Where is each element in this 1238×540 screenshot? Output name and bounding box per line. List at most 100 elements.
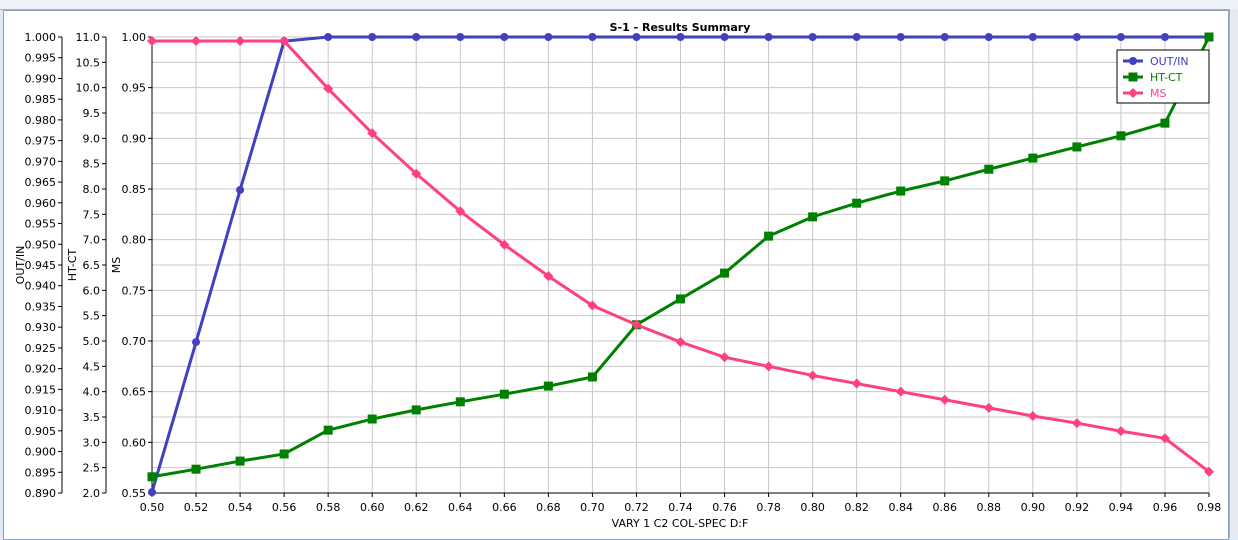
data-point (764, 231, 774, 241)
y-tick-label: 11.0 (76, 31, 101, 44)
data-point (1204, 466, 1214, 477)
data-point (896, 33, 905, 41)
data-point (279, 449, 289, 459)
y-tick-label: 0.55 (122, 487, 147, 500)
x-tick-label: 0.86 (933, 501, 958, 514)
data-point (852, 198, 862, 208)
x-tick-label: 0.54 (228, 501, 253, 514)
y-tick-label: 4.0 (83, 386, 101, 399)
y-axis-title: OUT/IN (14, 246, 27, 285)
data-point (676, 33, 685, 41)
y-tick-label: 9.0 (83, 132, 101, 145)
x-tick-label: 0.60 (360, 501, 385, 514)
x-tick-label: 0.56 (272, 501, 297, 514)
y-tick-label: 0.915 (25, 383, 57, 396)
x-tick-label: 0.50 (140, 501, 165, 514)
y-tick-label: 0.985 (25, 93, 57, 106)
y-tick-label: 10.0 (76, 82, 101, 95)
y-tick-label: 0.930 (25, 321, 57, 334)
data-point (1204, 32, 1214, 42)
x-tick-label: 0.84 (888, 501, 913, 514)
data-point (587, 372, 597, 382)
data-point (1072, 142, 1082, 152)
x-tick-label: 0.66 (492, 501, 517, 514)
data-point (984, 164, 994, 174)
y-tick-label: 2.5 (83, 462, 101, 475)
legend-marker (1128, 72, 1138, 82)
x-tick-label: 0.68 (536, 501, 561, 514)
y-tick-label: 2.0 (83, 487, 101, 500)
x-tick-label: 0.88 (977, 501, 1002, 514)
x-tick-label: 0.52 (184, 501, 209, 514)
y-tick-label: 6.5 (83, 259, 101, 272)
data-point (1072, 33, 1081, 41)
data-point (895, 386, 906, 397)
y-tick-label: 7.0 (83, 234, 101, 247)
y-tick-label: 8.0 (83, 183, 101, 196)
data-point (763, 361, 774, 372)
y-tick-label: 3.5 (83, 411, 101, 424)
y-tick-label: 1.00 (122, 31, 147, 44)
legend-label: OUT/IN (1150, 55, 1189, 68)
y-tick-label: 0.60 (122, 436, 147, 449)
data-point (1027, 410, 1038, 421)
data-point (147, 472, 157, 482)
y-tick-label: 0.80 (122, 234, 147, 247)
data-point (720, 33, 729, 41)
y-tick-label: 7.5 (83, 208, 101, 221)
data-point (764, 33, 773, 41)
data-point (368, 33, 377, 41)
y-tick-label: 9.5 (83, 107, 101, 120)
data-point (940, 33, 949, 41)
data-point (455, 397, 465, 407)
y-tick-label: 0.95 (122, 82, 147, 95)
x-tick-label: 0.72 (624, 501, 649, 514)
data-point (367, 414, 377, 424)
y-tick-label: 6.0 (83, 284, 101, 297)
y-tick-label: 5.0 (83, 335, 101, 348)
y-tick-label: 0.900 (25, 446, 57, 459)
x-tick-label: 0.94 (1109, 501, 1134, 514)
y-tick-label: 0.940 (25, 280, 57, 293)
y-tick-label: 0.955 (25, 218, 57, 231)
y-tick-label: 0.70 (122, 335, 147, 348)
data-point (808, 33, 817, 41)
x-tick-label: 0.70 (580, 501, 605, 514)
data-point (1160, 33, 1169, 41)
data-point (1116, 131, 1126, 141)
scrollbar[interactable] (1229, 9, 1238, 538)
tab-strip (0, 0, 1238, 10)
x-axis-label: VARY 1 C2 COL-SPEC D:F (612, 517, 749, 530)
data-point (279, 36, 290, 47)
data-point (1116, 33, 1125, 41)
y-tick-label: 5.5 (83, 310, 101, 323)
data-point (412, 33, 421, 41)
data-point (500, 33, 509, 41)
x-tick-label: 0.96 (1153, 501, 1178, 514)
data-point (1115, 426, 1126, 437)
legend-marker (1129, 57, 1137, 65)
data-point (236, 185, 245, 194)
y-tick-label: 0.905 (25, 425, 57, 438)
y-tick-label: 0.925 (25, 342, 57, 355)
data-point (543, 271, 554, 282)
y-tick-label: 1.000 (25, 31, 57, 44)
data-point (896, 186, 906, 196)
data-point (543, 381, 553, 391)
data-point (940, 176, 950, 186)
y-tick-label: 0.920 (25, 363, 57, 376)
data-point (411, 168, 422, 179)
x-tick-label: 0.82 (844, 501, 869, 514)
data-point (984, 33, 993, 41)
data-point (235, 456, 245, 466)
x-tick-label: 0.98 (1197, 501, 1222, 514)
data-point (852, 33, 861, 41)
data-point (1028, 33, 1037, 41)
data-point (323, 425, 333, 435)
data-point (851, 378, 862, 389)
data-point (1071, 418, 1082, 429)
chart-title: S-1 - Results Summary (610, 21, 751, 34)
data-point (367, 128, 378, 139)
x-tick-label: 0.74 (668, 501, 693, 514)
